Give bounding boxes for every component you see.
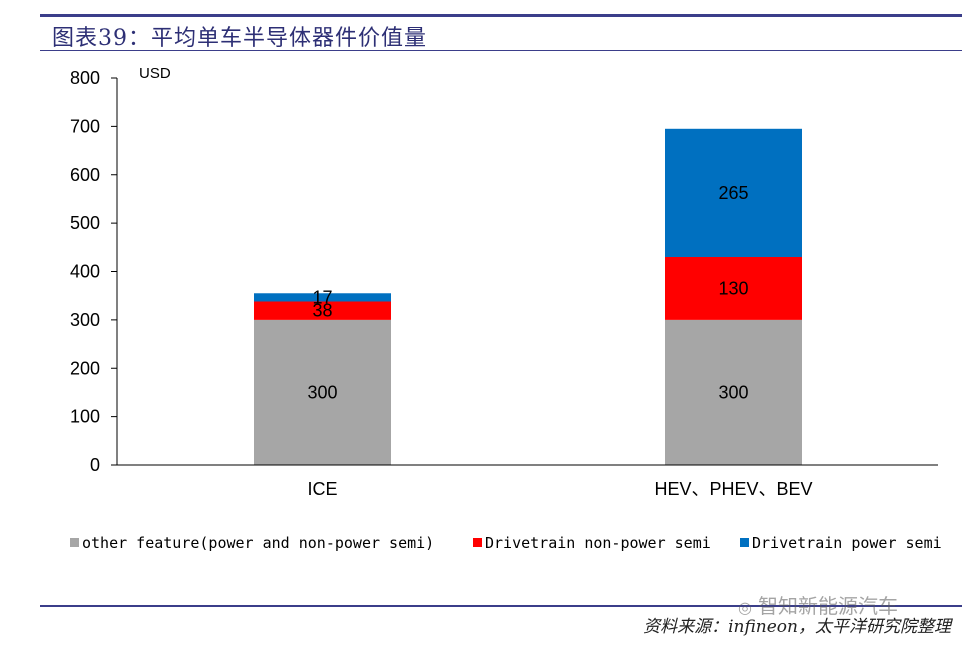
- x-tick-label-1: ICE: [307, 479, 337, 499]
- x-tick-label-2: HEV、PHEV、BEV: [654, 479, 812, 499]
- legend-swatch-drivetrain-non-power: [473, 538, 482, 547]
- legend-label-other-feature: other feature(power and non-power semi): [82, 534, 435, 552]
- data-label-1-3: 17: [312, 287, 332, 307]
- y-tick-label-500: 500: [70, 213, 100, 233]
- watermark-text: 智知新能源汽车: [757, 594, 898, 618]
- data-label-2-2: 130: [718, 278, 748, 298]
- bar-segment-1-1: [254, 319, 391, 465]
- data-label-1-2: 38: [312, 301, 332, 321]
- data-label-2-1: 300: [718, 382, 748, 402]
- bar-segment-2-2: [665, 256, 802, 320]
- y-tick-label-200: 200: [70, 358, 100, 378]
- legend-label-drivetrain-non-power: Drivetrain non-power semi: [485, 534, 711, 552]
- y-axis-unit-label: USD: [139, 65, 171, 82]
- y-tick-label-700: 700: [70, 116, 100, 136]
- y-tick-label-400: 400: [70, 262, 100, 282]
- bottom-rule: [40, 605, 962, 607]
- legend-label-drivetrain-power: Drivetrain power semi: [752, 534, 942, 552]
- source-note: 资料来源：infineon，太平洋研究院整理: [643, 617, 951, 637]
- data-label-2-3: 265: [718, 183, 748, 203]
- title-rule: [40, 50, 962, 51]
- bar-segment-1-3: [254, 293, 391, 302]
- legend: other feature(power and non-power semi) …: [70, 534, 970, 556]
- top-rule: [40, 14, 962, 17]
- figure-title: 图表39：平均单车半导体器件价值量: [52, 26, 427, 51]
- legend-item-drivetrain-power: Drivetrain power semi: [740, 534, 942, 552]
- legend-swatch-other-feature: [70, 538, 79, 547]
- bar-segment-1-2: [254, 301, 391, 320]
- y-tick-label-800: 800: [70, 68, 100, 88]
- y-tick-label-600: 600: [70, 165, 100, 185]
- legend-item-other-feature: other feature(power and non-power semi): [70, 534, 434, 552]
- bar-segment-2-3: [665, 128, 802, 257]
- y-tick-label-0: 0: [90, 455, 100, 475]
- legend-swatch-drivetrain-power: [740, 538, 749, 547]
- legend-item-drivetrain-non-power: Drivetrain non-power semi: [473, 534, 711, 552]
- bar-segment-2-1: [665, 319, 802, 465]
- y-tick-label-300: 300: [70, 310, 100, 330]
- watermark: ◎ 智知新能源汽车: [738, 590, 898, 619]
- data-label-1-1: 300: [307, 382, 337, 402]
- y-tick-label-100: 100: [70, 407, 100, 427]
- wechat-icon: ◎: [738, 598, 752, 617]
